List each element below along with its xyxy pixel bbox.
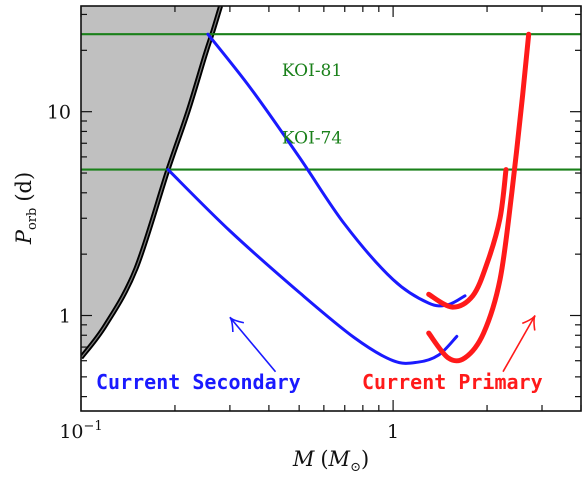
x-axis-label: M (M⊙) [292, 447, 369, 475]
koi-label-koi-74: KOI-74 [282, 128, 342, 148]
y-tick-label: 1 [59, 306, 71, 328]
x-tick-label: 10−1 [59, 419, 102, 443]
forbidden-region [81, 6, 221, 358]
secondary-arrow [229, 316, 277, 373]
primary-arrow-shaft [502, 315, 536, 373]
secondary-arrow-head [229, 316, 245, 333]
x-tick-label: 1 [387, 421, 399, 443]
plot-frame [80, 5, 582, 412]
secondary-arrow-shaft [229, 316, 277, 373]
y-axis-label: Porb(d) [12, 172, 40, 245]
koi-label-koi-81: KOI-81 [282, 61, 342, 81]
annotation-current-secondary: Current Secondary [96, 370, 301, 394]
annotation-current-primary: Current Primary [362, 370, 543, 394]
secondary-track-1 [166, 168, 459, 365]
primary-track-2 [426, 167, 509, 310]
primary-track-3 [426, 31, 532, 364]
y-tick-label: 10 [47, 102, 71, 124]
primary-arrow [502, 315, 536, 373]
